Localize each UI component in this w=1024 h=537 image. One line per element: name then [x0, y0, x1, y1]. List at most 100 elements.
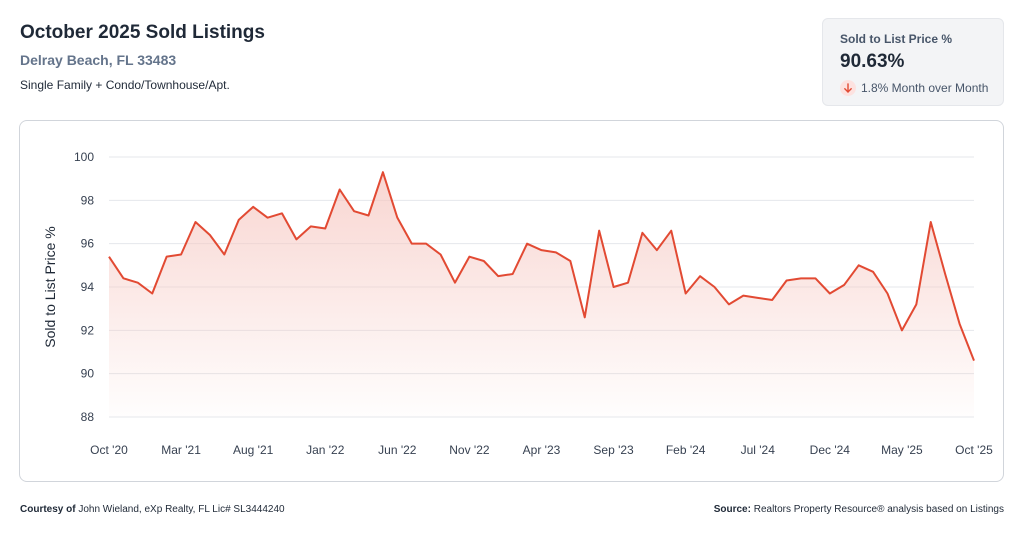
data-point — [367, 214, 371, 218]
x-tick-label: Oct '25 — [955, 443, 993, 457]
data-point — [655, 248, 659, 252]
data-point — [165, 255, 169, 259]
data-point — [842, 283, 846, 287]
data-point — [482, 259, 486, 263]
data-point — [756, 296, 760, 300]
x-tick-label: Oct '20 — [90, 443, 128, 457]
data-point — [713, 285, 717, 289]
data-point — [886, 292, 890, 296]
y-tick-label: 88 — [81, 410, 95, 424]
data-point — [958, 322, 962, 326]
data-point — [352, 209, 356, 213]
data-point — [828, 292, 832, 296]
data-point — [237, 218, 241, 222]
data-point — [208, 233, 212, 237]
data-point — [439, 253, 443, 257]
data-point — [669, 229, 673, 233]
data-point — [251, 205, 255, 209]
data-point — [727, 302, 731, 306]
data-point — [698, 274, 702, 278]
data-point — [583, 315, 587, 319]
series-line — [108, 171, 975, 362]
y-axis-label: Sold to List Price % — [42, 226, 58, 347]
y-tick-label: 94 — [81, 280, 95, 294]
series-area — [109, 172, 974, 417]
data-point — [626, 281, 630, 285]
data-point — [943, 272, 947, 276]
data-point — [929, 220, 933, 224]
source-text: Realtors Property Resource® analysis bas… — [753, 504, 1004, 515]
y-tick-label: 90 — [81, 367, 95, 381]
x-tick-label: Nov '22 — [449, 443, 490, 457]
data-point — [338, 188, 342, 192]
kpi-change-text: 1.8% Month over Month — [861, 81, 989, 95]
data-point — [568, 259, 572, 263]
sold-to-list-chart: 100 98 96 94 92 90 88 Sold to List Price % Oct '… — [42, 150, 993, 457]
source-footer: Source: Realtors Property Resource® anal… — [714, 504, 1004, 515]
data-point — [799, 276, 803, 280]
data-point — [640, 231, 644, 235]
courtesy-footer: Courtesy of John Wieland, eXp Realty, FL… — [20, 504, 285, 515]
data-point — [511, 272, 515, 276]
data-point — [323, 227, 327, 231]
data-point — [684, 292, 688, 296]
data-point — [496, 274, 500, 278]
chart-card: 100 98 96 94 92 90 88 Sold to List Price % Oct '… — [19, 120, 1004, 482]
data-point — [900, 328, 904, 332]
data-point — [871, 270, 875, 274]
kpi-label: Sold to List Price % — [840, 32, 953, 46]
y-tick-label: 96 — [81, 237, 95, 251]
kpi-value: 90.63% — [840, 51, 905, 72]
data-point — [785, 279, 789, 283]
data-point — [309, 224, 313, 228]
data-point — [453, 281, 457, 285]
arrow-down-icon — [840, 80, 856, 96]
data-point — [179, 253, 183, 257]
data-point — [381, 170, 385, 174]
data-point — [294, 237, 298, 241]
x-tick-label: Mar '21 — [161, 443, 201, 457]
data-point — [222, 253, 226, 257]
y-tick-label: 92 — [81, 323, 95, 337]
kpi-change: 1.8% Month over Month — [840, 80, 988, 96]
y-tick-label: 98 — [81, 193, 95, 207]
data-point — [914, 302, 918, 306]
data-point — [540, 248, 544, 252]
data-point — [266, 216, 270, 220]
source-label: Source: — [713, 504, 751, 515]
data-point — [741, 294, 745, 298]
data-point — [136, 281, 140, 285]
x-tick-label: Feb '24 — [666, 443, 706, 457]
courtesy-text: John Wieland, eXp Realty, FL Lic# SL3444… — [78, 504, 285, 515]
kpi-card: Sold to List Price % 90.63% 1.8% Month o… — [822, 18, 1004, 106]
data-point — [467, 255, 471, 259]
x-tick-label: Sep '23 — [593, 443, 634, 457]
property-type-label: Single Family + Condo/Townhouse/Apt. — [20, 78, 230, 92]
data-point — [410, 242, 414, 246]
data-point — [194, 220, 198, 224]
x-tick-label: May '25 — [881, 443, 923, 457]
x-tick-label: Apr '23 — [523, 443, 561, 457]
data-point — [150, 292, 154, 296]
data-point — [972, 359, 976, 363]
y-tick-label: 100 — [74, 150, 94, 164]
data-point — [424, 242, 428, 246]
x-tick-label: Dec '24 — [810, 443, 851, 457]
data-point — [280, 211, 284, 215]
x-tick-label: Jul '24 — [741, 443, 776, 457]
x-tick-label: Jan '22 — [306, 443, 345, 457]
page-title: October 2025 Sold Listings — [20, 22, 265, 43]
location-label: Delray Beach, FL 33483 — [20, 52, 177, 68]
data-point — [770, 298, 774, 302]
data-point — [107, 255, 111, 259]
x-tick-label: Aug '21 — [233, 443, 274, 457]
x-tick-label: Jun '22 — [378, 443, 417, 457]
data-point — [395, 216, 399, 220]
data-point — [857, 263, 861, 267]
data-point — [121, 276, 125, 280]
data-point — [813, 276, 817, 280]
data-point — [554, 250, 558, 254]
data-point — [525, 242, 529, 246]
data-point — [597, 229, 601, 233]
data-point — [612, 285, 616, 289]
